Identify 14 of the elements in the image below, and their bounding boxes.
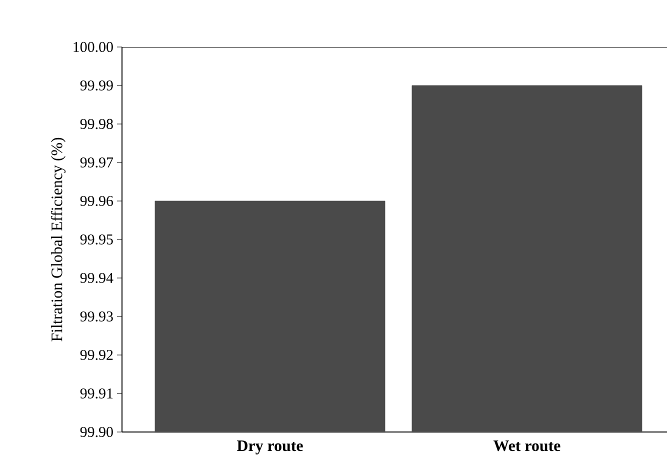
y-tick-label: 99.98	[80, 118, 113, 130]
x-tick-label: Wet route	[493, 440, 560, 452]
y-tick-label: 99.97	[80, 157, 114, 168]
y-tick-label: 99.99	[80, 80, 113, 91]
y-tick-label: 99.94	[80, 272, 114, 284]
y-tick-label: 100.00	[74, 42, 113, 52]
y-tick-label: 99.96	[80, 196, 114, 206]
y-axis-title: Filtration Global Efficiency (%)	[50, 138, 66, 342]
y-tick-label: 99.92	[80, 350, 113, 360]
y-tick-label: 99.93	[80, 311, 113, 322]
y-tick-label: 99.91	[80, 388, 113, 399]
y-tick-label: 99.90	[80, 426, 113, 438]
x-tick-label: Dry route	[237, 440, 303, 454]
y-tick-label: 99.95	[80, 234, 113, 245]
